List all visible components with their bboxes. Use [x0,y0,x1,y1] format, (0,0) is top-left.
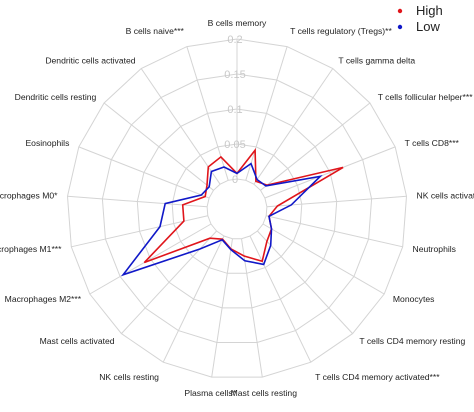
grid-spoke [264,146,396,199]
grid-spoke [71,215,208,248]
tick-label: 0.1 [227,104,242,116]
category-label: Dendritic cells resting [15,92,97,102]
grid-ring [171,143,303,274]
category-label: T cells CD8*** [405,138,460,148]
grid-spoke [253,68,334,185]
grid-spoke [245,46,288,181]
grid-spoke [260,102,371,191]
category-label: B cells memory [208,18,267,28]
grid-spoke [78,146,210,199]
category-labels: B cells memory T cells regulatory (Tregs… [0,18,474,398]
grid-spoke [162,235,225,363]
category-label: Monocytes [393,294,435,304]
grid-ring [101,73,373,343]
grid-ring [136,108,338,309]
grid-spoke [140,68,221,185]
category-label: Macrophages M0* [0,191,58,201]
category-label: Macrophages M1*** [0,244,62,254]
radial-tick-labels: 0 0.05 0.1 0.15 0.2 [224,34,245,186]
series-low-line [120,162,323,277]
series-layer [120,147,344,277]
category-label: T cells CD4 memory resting [359,336,465,346]
category-label: Mast cells resting [231,388,298,398]
category-label: Plasma cells* [184,388,236,398]
grid-spoke [121,230,217,334]
legend: High Low [397,3,443,34]
category-label: NK cells resting [99,372,159,382]
radar-grid [66,38,408,378]
grid-spoke [257,230,353,334]
category-label: Dendritic cells activated [45,55,135,65]
legend-low-label: Low [416,19,440,34]
grid-ring [66,38,408,378]
grid-spoke [249,235,312,363]
category-label: Neutrophils [413,244,456,254]
tick-label: 0.05 [224,139,245,151]
grid-spoke [211,238,233,378]
category-label: T cells gamma delta [338,55,415,65]
grid-spoke [266,215,403,248]
grid-spoke [103,102,214,191]
category-label: B cells naive*** [126,26,185,36]
category-label: Macrophages M2*** [5,294,82,304]
legend-high-marker [397,8,403,14]
grid-ring [206,178,268,240]
category-label: Mast cells activated [40,336,115,346]
category-label: T cells regulatory (Tregs)** [290,26,392,36]
category-label: T cells follicular helper*** [378,92,474,102]
category-label: NK cells activated [417,191,474,201]
tick-label: 0.15 [224,69,245,81]
grid-spoke [89,223,212,295]
legend-low-marker [397,24,403,30]
category-label: Eosinophils [25,138,69,148]
tick-label: 0 [232,174,238,186]
tick-label: 0.2 [227,34,242,46]
legend-high-label: High [416,3,443,18]
category-label: T cells CD4 memory activated*** [315,372,440,382]
grid-spoke [241,238,263,378]
grid-spoke [186,46,229,181]
grid-spoke [262,223,385,295]
